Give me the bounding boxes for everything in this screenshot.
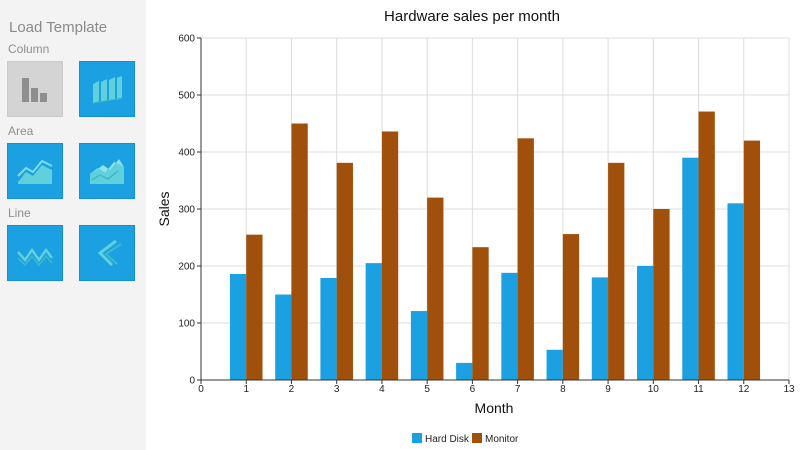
bar-monitor-10 (653, 209, 670, 380)
x-tick-label: 11 (693, 384, 704, 395)
bar-hard-disk-1 (229, 273, 247, 380)
legend-label-monitor: Monitor (485, 434, 519, 445)
legend-swatch-hard-disk (412, 433, 422, 443)
template-sidebar: Load Template Column Area Line (0, 0, 146, 450)
x-tick-label: 10 (648, 384, 660, 395)
bar-hard-disk-8 (546, 349, 563, 380)
legend-label-hard-disk: Hard Disk (425, 434, 470, 445)
section-label-line: Line (8, 206, 31, 220)
3d-line-chart-icon (97, 239, 122, 267)
x-tick-label: 12 (738, 384, 750, 395)
chart-area: Hardware sales per month 010020030040050… (156, 8, 795, 445)
area-3d-template-tile[interactable] (79, 143, 135, 199)
chart-title: Hardware sales per month (384, 8, 560, 25)
x-tick-label: 1 (243, 384, 249, 395)
legend: Hard Disk Monitor (412, 433, 519, 445)
area-template-tile[interactable] (7, 143, 63, 199)
x-tick-label: 2 (289, 384, 295, 395)
bar-monitor-11 (698, 111, 715, 380)
bar-hard-disk-9 (591, 277, 609, 380)
grey-column-chart-icon (22, 78, 47, 102)
bar-monitor-2 (291, 123, 308, 380)
y-tick-label: 0 (189, 376, 195, 387)
line-3d-template-tile[interactable] (79, 225, 135, 281)
line-chart-icon (17, 247, 53, 267)
bar-monitor-6 (472, 247, 489, 380)
x-tick-label: 7 (515, 384, 521, 395)
bar-hard-disk-7 (501, 272, 518, 380)
bar-monitor-1 (246, 234, 263, 380)
bar-hard-disk-4 (365, 263, 382, 380)
bar-hard-disk-3 (320, 277, 337, 380)
y-tick-label: 300 (178, 205, 195, 216)
x-tick-label: 3 (334, 384, 340, 395)
section-label-column: Column (8, 42, 50, 56)
x-axis-title: Month (475, 400, 514, 416)
bar-monitor-5 (427, 197, 444, 380)
bar-monitor-12 (743, 140, 761, 380)
bar-monitor-9 (608, 162, 625, 380)
legend-swatch-monitor (472, 433, 482, 443)
bar-hard-disk-6 (456, 362, 473, 380)
sidebar-title: Load Template (9, 19, 108, 36)
bar-hard-disk-2 (275, 294, 292, 380)
bar-hard-disk-12 (727, 203, 744, 380)
x-tick-label: 0 (198, 384, 204, 395)
x-tick-label: 13 (783, 384, 795, 395)
area-chart-icon (17, 159, 53, 184)
bar-monitor-7 (517, 138, 534, 380)
y-tick-label: 400 (178, 148, 195, 159)
x-tick-label: 6 (470, 384, 476, 395)
x-tick-label: 4 (379, 384, 385, 395)
bar-hard-disk-11 (682, 157, 699, 380)
line-template-tile[interactable] (7, 225, 63, 281)
x-tick-label: 5 (424, 384, 430, 395)
3d-area-chart-icon (90, 159, 124, 184)
column-template-tile[interactable] (7, 61, 63, 117)
bar-monitor-8 (562, 234, 580, 380)
y-tick-label: 500 (178, 91, 195, 102)
bar-monitor-3 (336, 162, 353, 380)
bars (229, 111, 761, 380)
y-tick-label: 200 (178, 262, 195, 273)
y-tick-label: 100 (178, 319, 195, 330)
y-axis-title: Sales (156, 191, 172, 226)
y-tick-label: 600 (178, 34, 195, 45)
bar-hard-disk-5 (410, 311, 428, 380)
blue-3d-column-chart-icon (92, 76, 123, 104)
bar-hard-disk-10 (637, 266, 654, 380)
bar-monitor-4 (381, 131, 399, 380)
column-3d-template-tile[interactable] (79, 61, 135, 117)
section-label-area: Area (8, 124, 34, 138)
x-tick-label: 8 (560, 384, 566, 395)
x-tick-label: 9 (605, 384, 611, 395)
